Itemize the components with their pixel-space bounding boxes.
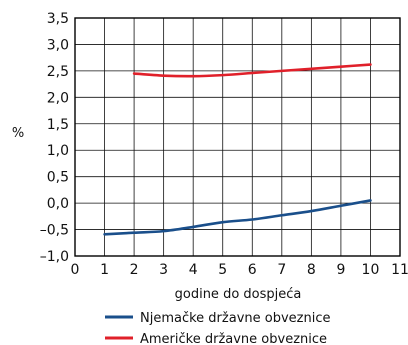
x-tick-label: 10 (362, 262, 380, 278)
x-tick-label: 11 (391, 262, 408, 278)
x-tick-label: 1 (100, 262, 109, 278)
x-tick-label: 0 (71, 262, 80, 278)
y-tick-labels: 3,5 3,0 2,5 2,0 1,5 1,0 0,5 0,0 –0,5 –1,0 (40, 11, 69, 265)
x-tick-label: 8 (307, 262, 316, 278)
y-tick-label: 0,0 (47, 196, 69, 212)
x-tick-labels: 0 1 2 3 4 5 6 7 8 9 10 11 (71, 262, 408, 278)
y-tick-label: 2,0 (47, 90, 69, 106)
x-tick-label: 7 (277, 262, 286, 278)
x-tick-label: 3 (159, 262, 168, 278)
y-tick-label: –1,0 (40, 249, 69, 265)
series-lines (103, 63, 372, 236)
legend-label: Američke državne obveznice (140, 332, 327, 345)
x-tick-label: 4 (189, 262, 198, 278)
x-axis-label: godine do dospjeća (175, 287, 302, 302)
y-tick-label: 3,0 (47, 37, 69, 53)
legend: Njemačke državne obveznice Američke držav… (105, 311, 330, 345)
y-tick-label: 3,5 (47, 11, 69, 27)
y-tick-label: 2,5 (47, 64, 69, 80)
x-tick-label: 6 (248, 262, 257, 278)
plot-frame (74, 17, 401, 257)
legend-label: Njemačke državne obveznice (140, 311, 330, 326)
y-tick-label: –0,5 (40, 223, 69, 239)
y-axis-label: % (12, 126, 24, 141)
x-tick-label: 2 (130, 262, 139, 278)
y-tick-label: 1,5 (47, 117, 69, 133)
y-tick-label: 1,0 (47, 143, 69, 159)
x-tick-label: 9 (336, 262, 345, 278)
series-line (103, 199, 372, 236)
series-line (132, 63, 372, 78)
x-tick-label: 5 (218, 262, 227, 278)
y-tick-label: 0,5 (47, 170, 69, 186)
